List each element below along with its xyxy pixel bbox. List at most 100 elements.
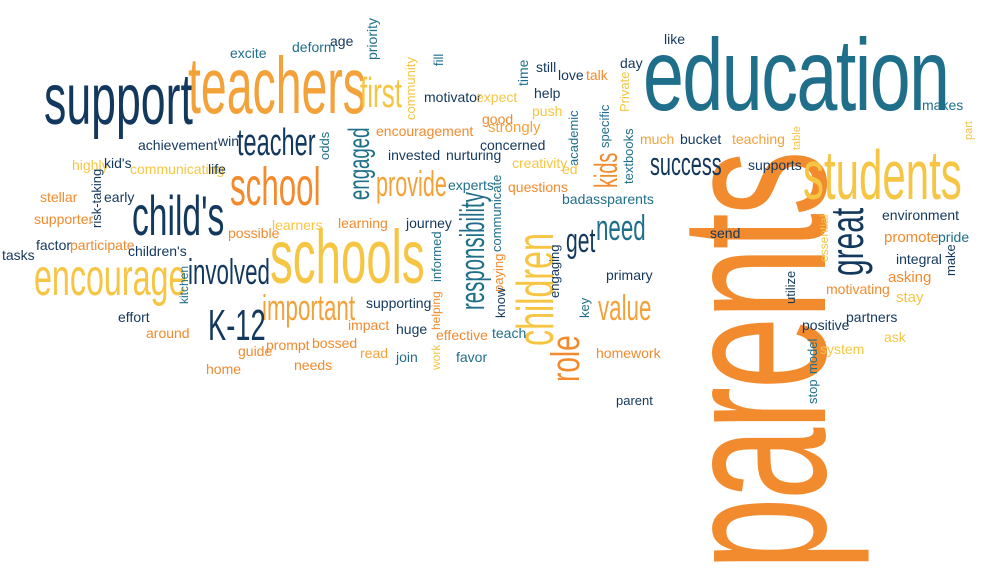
- word-communicating: communicating: [130, 161, 225, 177]
- word-fill: fill: [431, 53, 446, 66]
- word-stay: stay: [896, 289, 924, 306]
- word-kitchen: kitchen: [177, 265, 191, 304]
- word-possible: possible: [228, 225, 280, 241]
- word-childrens: children's: [128, 243, 187, 259]
- word-involved: involved: [188, 251, 270, 292]
- word-effective: effective: [436, 327, 488, 343]
- word-system: system: [820, 341, 865, 357]
- word-stellar: stellar: [40, 189, 78, 205]
- word-invested: invested: [388, 147, 441, 163]
- word-role: role: [544, 335, 588, 382]
- word-kids: kids: [588, 152, 624, 188]
- word-much: much: [640, 131, 675, 147]
- word-provide: provide: [376, 163, 447, 204]
- word-impact: impact: [348, 317, 390, 333]
- word-achievement: achievement: [138, 137, 218, 153]
- word-motivator: motivator: [424, 89, 482, 105]
- word-academic: academic: [566, 110, 581, 166]
- word-learners: learners: [272, 217, 323, 233]
- word-get: get: [566, 222, 596, 260]
- word-partners: partners: [846, 309, 898, 325]
- word-parent: parent: [616, 393, 653, 408]
- word-private: Private: [617, 71, 632, 112]
- word-communicate: communicate: [489, 174, 504, 252]
- word-win: win: [218, 133, 240, 149]
- word-community: community: [403, 57, 418, 120]
- word-still: still: [536, 59, 557, 75]
- word-nurturing: nurturing: [446, 147, 502, 163]
- word-first: first: [360, 69, 402, 116]
- word-talk: talk: [586, 67, 608, 83]
- word-day: day: [620, 55, 643, 71]
- word-expect: expect: [476, 89, 518, 105]
- word-bossed: bossed: [312, 335, 358, 351]
- word-childs: child's: [132, 184, 225, 247]
- word-ed: ed: [562, 161, 578, 177]
- word-factor: factor: [36, 237, 72, 253]
- word-pride: pride: [938, 229, 970, 245]
- word-key: key: [577, 297, 592, 318]
- word-part: part: [963, 121, 975, 140]
- word-teaching: teaching: [732, 131, 785, 147]
- word-participate: participate: [70, 237, 135, 253]
- word-experts: experts: [448, 177, 494, 193]
- word-excite: excite: [230, 45, 267, 61]
- word-specific: specific: [597, 104, 612, 148]
- word-good: good: [482, 111, 514, 127]
- word-questions: questions: [508, 179, 568, 195]
- word-guide: guide: [238, 343, 273, 359]
- word-learning: learning: [338, 215, 388, 231]
- word-love: love: [558, 67, 584, 83]
- word-teach: teach: [492, 325, 527, 341]
- word-engaged: engaged: [343, 127, 376, 200]
- word-value: value: [598, 287, 652, 328]
- word-supports: supports: [748, 157, 802, 173]
- word-journey: journey: [406, 215, 452, 231]
- word-responsibility: responsibility: [454, 192, 492, 310]
- word-utilize: utilize: [783, 270, 798, 304]
- word-life: life: [208, 161, 226, 177]
- word-age: age: [330, 33, 354, 49]
- word-makes: makes: [922, 97, 964, 113]
- word-education: education: [643, 18, 950, 132]
- word-success: success: [650, 146, 722, 182]
- word-know: know: [493, 287, 508, 318]
- word-encouragement: encouragement: [376, 123, 474, 139]
- word-deform: deform: [292, 39, 336, 55]
- word-prompt: prompt: [266, 337, 310, 353]
- word-important: important: [262, 287, 356, 328]
- word-environment: environment: [882, 207, 960, 223]
- word-supporting: supporting: [366, 295, 432, 311]
- word-priority: priority: [364, 17, 380, 60]
- word-read: read: [360, 345, 389, 361]
- word-engaging: engaging: [547, 244, 562, 299]
- word-kids2: kid's: [104, 155, 132, 171]
- word-highly: highly: [72, 157, 109, 173]
- word-early: early: [104, 189, 135, 205]
- word-push: push: [532, 103, 563, 119]
- word-bucket: bucket: [680, 131, 722, 147]
- word-around: around: [146, 325, 190, 341]
- word-essential: essential: [817, 214, 831, 262]
- word-model: model: [805, 338, 820, 374]
- word-textbooks: textbooks: [621, 128, 636, 184]
- word-concerned: concerned: [480, 137, 546, 153]
- word-teachers: teachers: [188, 41, 366, 130]
- word-motivating: motivating: [826, 281, 890, 297]
- word-effort: effort: [118, 309, 150, 325]
- word-huge: huge: [396, 321, 428, 337]
- word-need: need: [596, 207, 646, 248]
- word-odds: odds: [317, 131, 332, 160]
- word-teacher: teacher: [237, 122, 316, 164]
- word-positive: positive: [802, 317, 850, 333]
- word-students: students: [803, 136, 962, 214]
- word-home: home: [206, 361, 242, 377]
- word-schools: schools: [270, 215, 425, 300]
- word-send: send: [710, 225, 741, 241]
- word-promote: promote: [884, 229, 940, 246]
- word-work: work: [429, 344, 443, 370]
- word-make: make: [943, 244, 958, 276]
- word-primary: primary: [606, 267, 653, 283]
- word-join: join: [396, 349, 418, 365]
